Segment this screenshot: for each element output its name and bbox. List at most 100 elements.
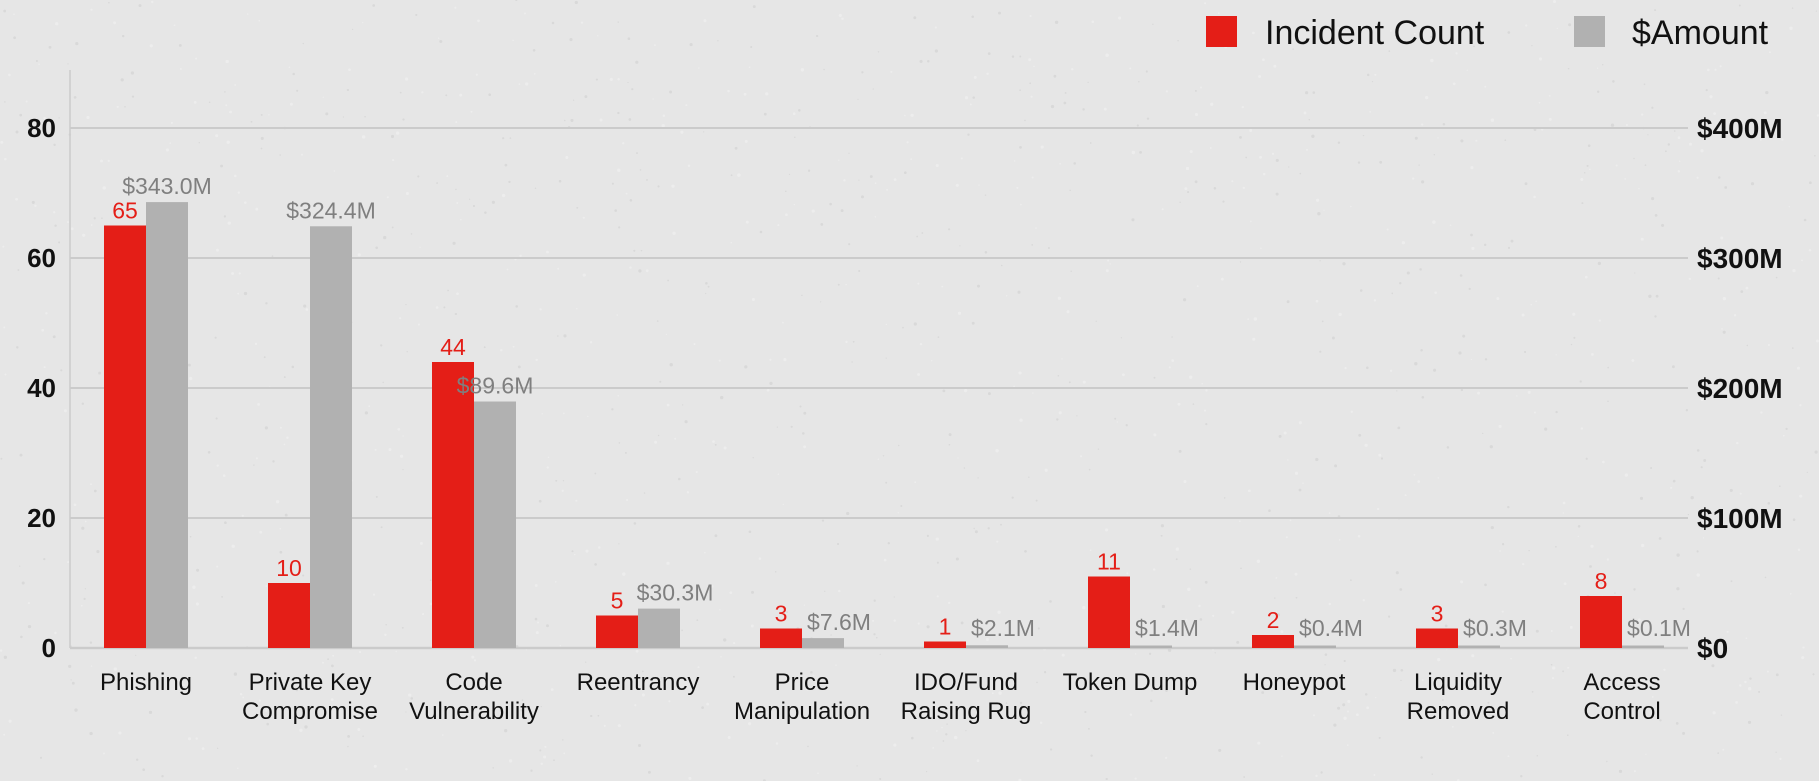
texture-dot: [1198, 604, 1201, 608]
texture-dot: [1395, 571, 1399, 575]
texture-dot: [967, 133, 970, 136]
texture-dot: [1028, 58, 1032, 62]
texture-dot: [216, 747, 219, 750]
texture-dot: [1118, 16, 1122, 20]
texture-dot: [777, 224, 780, 227]
texture-dot: [1555, 354, 1557, 356]
texture-dot: [1758, 690, 1761, 693]
texture-dot: [1275, 577, 1278, 579]
texture-dot: [1179, 201, 1181, 204]
texture-dot: [835, 664, 837, 666]
texture-dot: [617, 394, 620, 397]
texture-dot: [347, 745, 349, 748]
texture-dot: [1252, 337, 1256, 341]
texture-dot: [1099, 565, 1103, 569]
texture-dot: [375, 495, 378, 498]
texture-dot: [86, 115, 90, 120]
texture-dot: [1005, 294, 1008, 297]
texture-dot: [1584, 275, 1588, 279]
texture-dot: [1507, 31, 1511, 34]
texture-dot: [1089, 142, 1092, 144]
texture-dot: [385, 623, 387, 626]
texture-dot: [1196, 285, 1199, 288]
texture-dot: [1606, 558, 1609, 561]
texture-dot: [669, 90, 673, 94]
texture-dot: [1527, 390, 1531, 394]
texture-dot: [734, 146, 738, 150]
texture-dot: [1057, 374, 1060, 377]
texture-dot: [942, 389, 946, 393]
texture-dot: [165, 148, 169, 152]
texture-dot: [1664, 150, 1667, 153]
texture-dot: [1148, 686, 1152, 689]
texture-dot: [1305, 91, 1309, 95]
texture-dot: [1486, 688, 1488, 691]
texture-dot: [569, 38, 573, 42]
bar-incident-count: [104, 225, 146, 648]
texture-dot: [837, 283, 840, 286]
texture-dot: [333, 170, 336, 172]
texture-dot: [1321, 320, 1324, 323]
texture-dot: [1414, 362, 1418, 366]
texture-dot: [415, 13, 418, 17]
texture-dot: [1295, 596, 1298, 599]
texture-dot: [976, 284, 981, 288]
texture-dot: [969, 103, 972, 106]
texture-dot: [132, 209, 135, 213]
texture-dot: [502, 137, 505, 140]
texture-dot: [224, 91, 226, 93]
texture-dot: [279, 154, 281, 156]
texture-dot: [396, 131, 400, 135]
texture-dot: [1071, 68, 1074, 71]
texture-dot: [1401, 241, 1405, 245]
texture-dot: [1148, 652, 1152, 655]
texture-dot: [193, 101, 197, 104]
texture-dot: [998, 11, 1001, 15]
texture-dot: [551, 21, 555, 25]
texture-dot: [135, 758, 139, 761]
x-tick-label: Access Control: [1583, 669, 1660, 725]
texture-dot: [774, 571, 777, 573]
texture-dot: [890, 70, 893, 73]
texture-dot: [885, 323, 888, 326]
texture-dot: [1387, 615, 1391, 618]
texture-dot: [727, 89, 730, 93]
texture-dot: [1338, 312, 1342, 317]
texture-dot: [1510, 657, 1512, 660]
texture-dot: [684, 420, 688, 424]
texture-dot: [429, 602, 433, 606]
texture-dot: [661, 124, 665, 128]
texture-dot: [225, 59, 229, 64]
bar-incident-count: [596, 615, 638, 648]
texture-dot: [435, 306, 439, 309]
texture-dot: [727, 736, 731, 739]
texture-dot: [1749, 677, 1752, 680]
texture-dot: [875, 636, 878, 639]
texture-dot: [710, 584, 714, 588]
texture-dot: [720, 395, 724, 400]
texture-dot: [1654, 214, 1658, 217]
texture-dot: [1439, 605, 1442, 607]
texture-dot: [1740, 290, 1744, 293]
texture-dot: [1687, 513, 1690, 516]
texture-dot: [922, 686, 925, 689]
texture-dot: [1305, 148, 1309, 151]
texture-dot: [170, 121, 173, 124]
texture-dot: [1437, 477, 1440, 479]
texture-dot: [1647, 134, 1649, 136]
texture-dot: [883, 558, 887, 562]
texture-dot: [737, 173, 741, 177]
texture-dot: [1248, 489, 1251, 493]
texture-dot: [419, 541, 423, 545]
texture-dot: [1693, 24, 1697, 28]
texture-dot: [1802, 646, 1805, 649]
texture-dot: [978, 184, 980, 186]
texture-dot: [1624, 178, 1626, 180]
texture-dot: [1287, 459, 1289, 461]
texture-dot: [1040, 145, 1044, 149]
texture-dot: [985, 637, 989, 641]
texture-dot: [1091, 20, 1095, 24]
texture-dot: [476, 685, 480, 689]
texture-dot: [776, 426, 778, 428]
texture-dot: [1366, 73, 1370, 77]
